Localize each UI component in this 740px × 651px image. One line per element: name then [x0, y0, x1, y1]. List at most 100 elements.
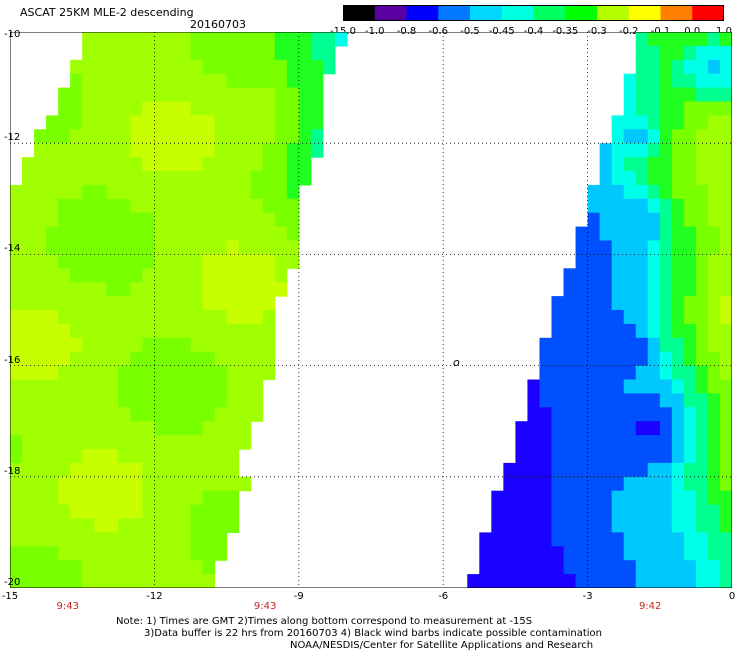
swath-cell	[515, 435, 529, 450]
swath-cell	[587, 351, 601, 367]
swath-cell	[563, 490, 577, 506]
swath-cell	[166, 129, 180, 144]
swath-cell	[599, 240, 613, 255]
swath-cell	[34, 365, 47, 381]
swath-cell	[623, 490, 637, 506]
swath-cell	[70, 407, 83, 422]
swath-cell	[22, 476, 35, 492]
swath-cell	[178, 365, 192, 381]
swath-cell	[154, 240, 168, 255]
swath-cell	[226, 462, 240, 478]
swath-cell	[190, 365, 204, 381]
swath-cell	[551, 435, 565, 450]
swath-cell	[178, 435, 192, 450]
swath-cell	[707, 59, 721, 75]
swath-cell	[82, 449, 95, 464]
swath-cell	[10, 365, 23, 381]
swath-cell	[22, 393, 35, 408]
swath-cell	[551, 351, 565, 367]
swath-cell	[118, 435, 131, 450]
swath-cell	[695, 574, 709, 588]
swath-cell	[106, 365, 119, 381]
swath-cell	[587, 462, 601, 478]
swath-cell	[262, 101, 276, 116]
swath-cell	[707, 282, 721, 297]
swath-cell	[214, 143, 228, 158]
swath-cell	[707, 73, 721, 89]
swath-cell	[659, 379, 673, 394]
swath-cell	[226, 198, 240, 214]
swath-cell	[94, 462, 107, 478]
swath-cell	[539, 462, 553, 478]
swath-cell	[178, 574, 192, 588]
swath-cell	[94, 490, 107, 506]
swath-cell	[274, 240, 288, 255]
swath-cell	[611, 574, 625, 588]
swath-cell	[154, 365, 168, 381]
swath-cell	[635, 574, 649, 588]
swath-cell	[659, 518, 673, 533]
swath-cell	[695, 73, 709, 89]
swath-cell	[611, 379, 625, 394]
swath-cell	[166, 435, 180, 450]
swath-cell	[659, 212, 673, 228]
swath-cell	[647, 560, 661, 575]
swath-cell	[58, 393, 71, 408]
swath-cell	[226, 184, 240, 200]
swath-cell	[671, 310, 685, 325]
swath-cell	[250, 240, 264, 255]
swath-cell	[575, 518, 589, 533]
swath-cell	[611, 157, 625, 172]
swath-cell	[70, 240, 83, 255]
swath-cell	[635, 212, 649, 228]
swath-cell	[154, 184, 168, 200]
swath-cell	[178, 532, 192, 547]
swath-cell	[515, 532, 529, 547]
swath-cell	[130, 296, 143, 311]
swath-cell	[575, 240, 589, 255]
swath-cell	[178, 101, 192, 116]
swath-cell	[683, 462, 697, 478]
swath-cell	[34, 198, 47, 214]
swath-cell	[190, 504, 204, 520]
swath-cell	[106, 226, 119, 242]
swath-cell	[58, 462, 71, 478]
swath-cell	[611, 407, 625, 422]
swath-cell	[46, 282, 59, 297]
swath-cell	[46, 143, 59, 158]
swath-cell	[587, 310, 601, 325]
swath-cell	[563, 449, 577, 464]
swath-cell	[635, 73, 649, 89]
swath-cell	[647, 115, 661, 130]
swath-cell	[587, 226, 601, 242]
swath-cell	[238, 393, 252, 408]
x-tick-label: -9	[293, 591, 304, 602]
swath-cell	[635, 393, 649, 408]
swath-cell	[635, 87, 649, 103]
swath-cell	[563, 504, 577, 520]
swath-cell	[250, 365, 264, 381]
swath-cell	[214, 59, 228, 75]
swath-cell	[671, 393, 685, 408]
swath-cell	[250, 73, 264, 89]
swath-cell	[178, 198, 192, 214]
swath-cell	[106, 171, 119, 186]
swath-cell	[34, 476, 47, 492]
swath-cell	[707, 310, 721, 325]
swath-cell	[34, 546, 47, 561]
swath-cell	[214, 407, 228, 422]
swath-cell	[310, 129, 324, 144]
swath-cell	[226, 323, 240, 339]
swath-cell	[70, 351, 83, 367]
swath-cell	[214, 462, 228, 478]
swath-cell	[214, 184, 228, 200]
swath-cell	[551, 476, 565, 492]
swath-cell	[310, 45, 324, 61]
swath-cell	[599, 323, 613, 339]
swath-cell	[286, 184, 300, 200]
swath-cell	[707, 240, 721, 255]
swath-cell	[130, 87, 143, 103]
swath-cell	[214, 32, 228, 47]
swath-cell	[647, 393, 661, 408]
swath-cell	[659, 198, 673, 214]
